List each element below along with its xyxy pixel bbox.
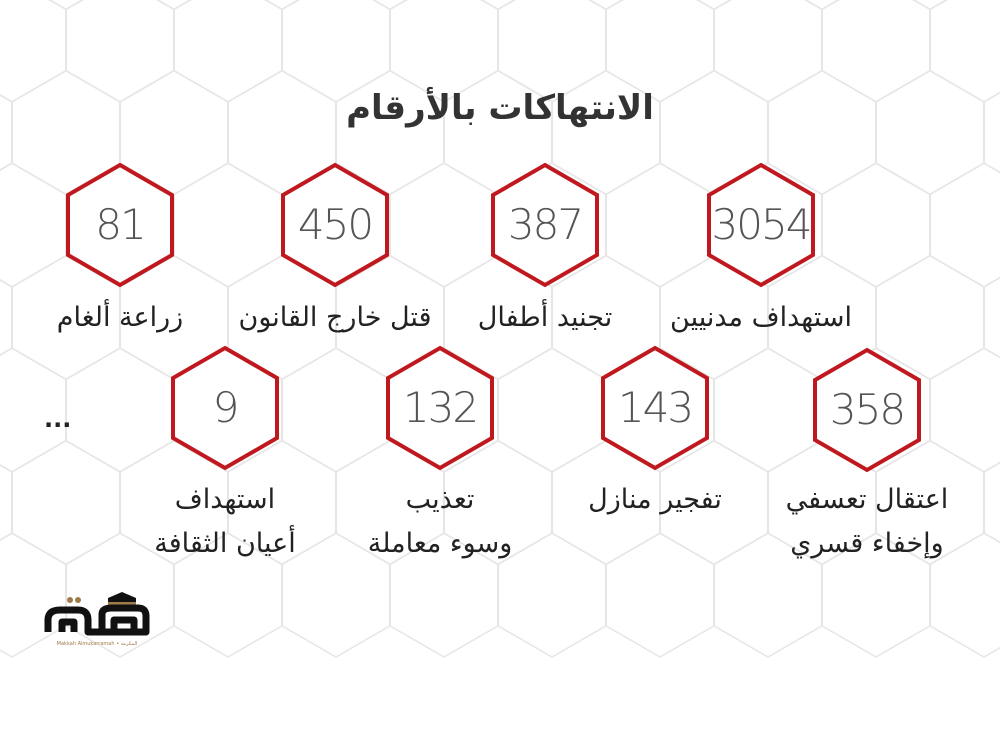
grid-hex bbox=[821, 0, 931, 103]
stat-label: استهداف مدنيين bbox=[641, 296, 881, 340]
stat-label: قتل خارج القانون bbox=[215, 296, 455, 340]
stat-label-line: تفجير منازل bbox=[588, 484, 722, 515]
grid-hex bbox=[11, 439, 121, 566]
hexagon-icon bbox=[171, 345, 279, 471]
stat-label-line: أعيان الثقافة bbox=[154, 528, 296, 559]
grid-hex bbox=[65, 0, 175, 103]
grid-hex bbox=[929, 532, 1000, 658]
grid-hex bbox=[713, 347, 823, 473]
grid-hex bbox=[281, 0, 391, 103]
grid-hex bbox=[0, 162, 67, 288]
grid-hex bbox=[713, 0, 823, 103]
stat-hexagon: 450 bbox=[280, 162, 390, 288]
grid-hex bbox=[0, 463, 13, 542]
stat-label-line: تجنيد أطفال bbox=[477, 302, 613, 333]
stat-label: تجنيد أطفال bbox=[425, 296, 665, 340]
grid-hex bbox=[0, 0, 12, 10]
grid-hex bbox=[605, 162, 715, 288]
grid-hex bbox=[588, 0, 624, 11]
stat-label: استهداف أعيان الثقافة bbox=[105, 478, 345, 566]
grid-hex bbox=[912, 0, 948, 11]
stat-value: 3054 bbox=[711, 200, 813, 249]
stat-label-line: وسوء معاملة bbox=[367, 528, 513, 559]
grid-hex bbox=[804, 0, 840, 11]
stat-label: زراعة ألغام bbox=[0, 296, 240, 340]
grid-hex bbox=[929, 0, 1000, 103]
stat-hexagon: 3054 bbox=[706, 162, 816, 288]
grid-hex bbox=[389, 162, 499, 288]
grid-hex bbox=[372, 0, 408, 11]
stat-value: 387 bbox=[507, 200, 584, 249]
hexagon-icon bbox=[281, 162, 389, 288]
stat-hexagon: 143 bbox=[600, 345, 710, 471]
grid-hex bbox=[929, 162, 1000, 288]
grid-hex bbox=[156, 0, 192, 11]
hexagon-icon bbox=[66, 162, 174, 288]
stat-value: 81 bbox=[95, 200, 146, 249]
grid-hex bbox=[173, 162, 283, 288]
stat-value: 358 bbox=[829, 385, 906, 434]
stat-label-line: استهداف مدنيين bbox=[670, 302, 852, 333]
stat-hexagon: 387 bbox=[490, 162, 600, 288]
hexagon-icon bbox=[491, 162, 599, 288]
grid-hex bbox=[281, 347, 391, 473]
stat-label-line: استهداف bbox=[174, 484, 276, 515]
grid-hex bbox=[65, 347, 175, 473]
stat-value: 9 bbox=[212, 383, 240, 432]
grid-hex bbox=[48, 0, 84, 11]
stat-value: 132 bbox=[402, 383, 479, 432]
grid-hex bbox=[497, 0, 607, 103]
stat-label-line: تعذيب bbox=[405, 484, 475, 515]
hexagon-icon bbox=[813, 347, 921, 473]
hexagon-icon bbox=[386, 345, 494, 471]
grid-hex bbox=[929, 347, 1000, 473]
grid-hex bbox=[696, 0, 732, 11]
grid-hex bbox=[264, 0, 300, 11]
hexagon-icon bbox=[601, 345, 709, 471]
grid-hex bbox=[605, 532, 715, 658]
grid-hex bbox=[821, 162, 931, 288]
grid-hex bbox=[983, 461, 1000, 544]
grid-hex bbox=[984, 0, 1000, 10]
hexagon-icon bbox=[707, 162, 815, 288]
ellipsis: ... bbox=[44, 405, 72, 433]
grid-hex bbox=[389, 0, 499, 103]
stat-label-line: اعتقال تعسفي bbox=[785, 484, 949, 515]
grid-hex bbox=[983, 276, 1000, 359]
stat-value: 450 bbox=[297, 200, 374, 249]
stat-label-line: زراعة ألغام bbox=[56, 302, 184, 333]
stat-hexagon: 358 bbox=[812, 347, 922, 473]
stat-label-line: قتل خارج القانون bbox=[238, 302, 432, 333]
grid-hex bbox=[173, 0, 283, 103]
stat-hexagon: 81 bbox=[65, 162, 175, 288]
grid-hex bbox=[480, 0, 516, 11]
page-title: الانتهاكات بالأرقام bbox=[346, 88, 654, 128]
stat-label: تعذيب وسوء معاملة bbox=[320, 478, 560, 566]
stat-label: اعتقال تعسفي وإخفاء قسري bbox=[747, 478, 987, 566]
stat-value: 143 bbox=[617, 383, 694, 432]
svg-text:Makkah Almukarramah • المكرمة: Makkah Almukarramah • المكرمة bbox=[57, 641, 138, 647]
stat-label: تفجير منازل bbox=[535, 478, 775, 522]
grid-hex bbox=[605, 0, 715, 103]
grid-hex bbox=[497, 347, 607, 473]
stat-hexagon: 132 bbox=[385, 345, 495, 471]
grid-hex bbox=[983, 91, 1000, 174]
stat-hexagon: 9 bbox=[170, 345, 280, 471]
stat-label-line: وإخفاء قسري bbox=[790, 528, 944, 559]
grid-hex bbox=[0, 0, 67, 103]
makkah-logo: Makkah Almukarramah • المكرمة bbox=[44, 592, 150, 647]
